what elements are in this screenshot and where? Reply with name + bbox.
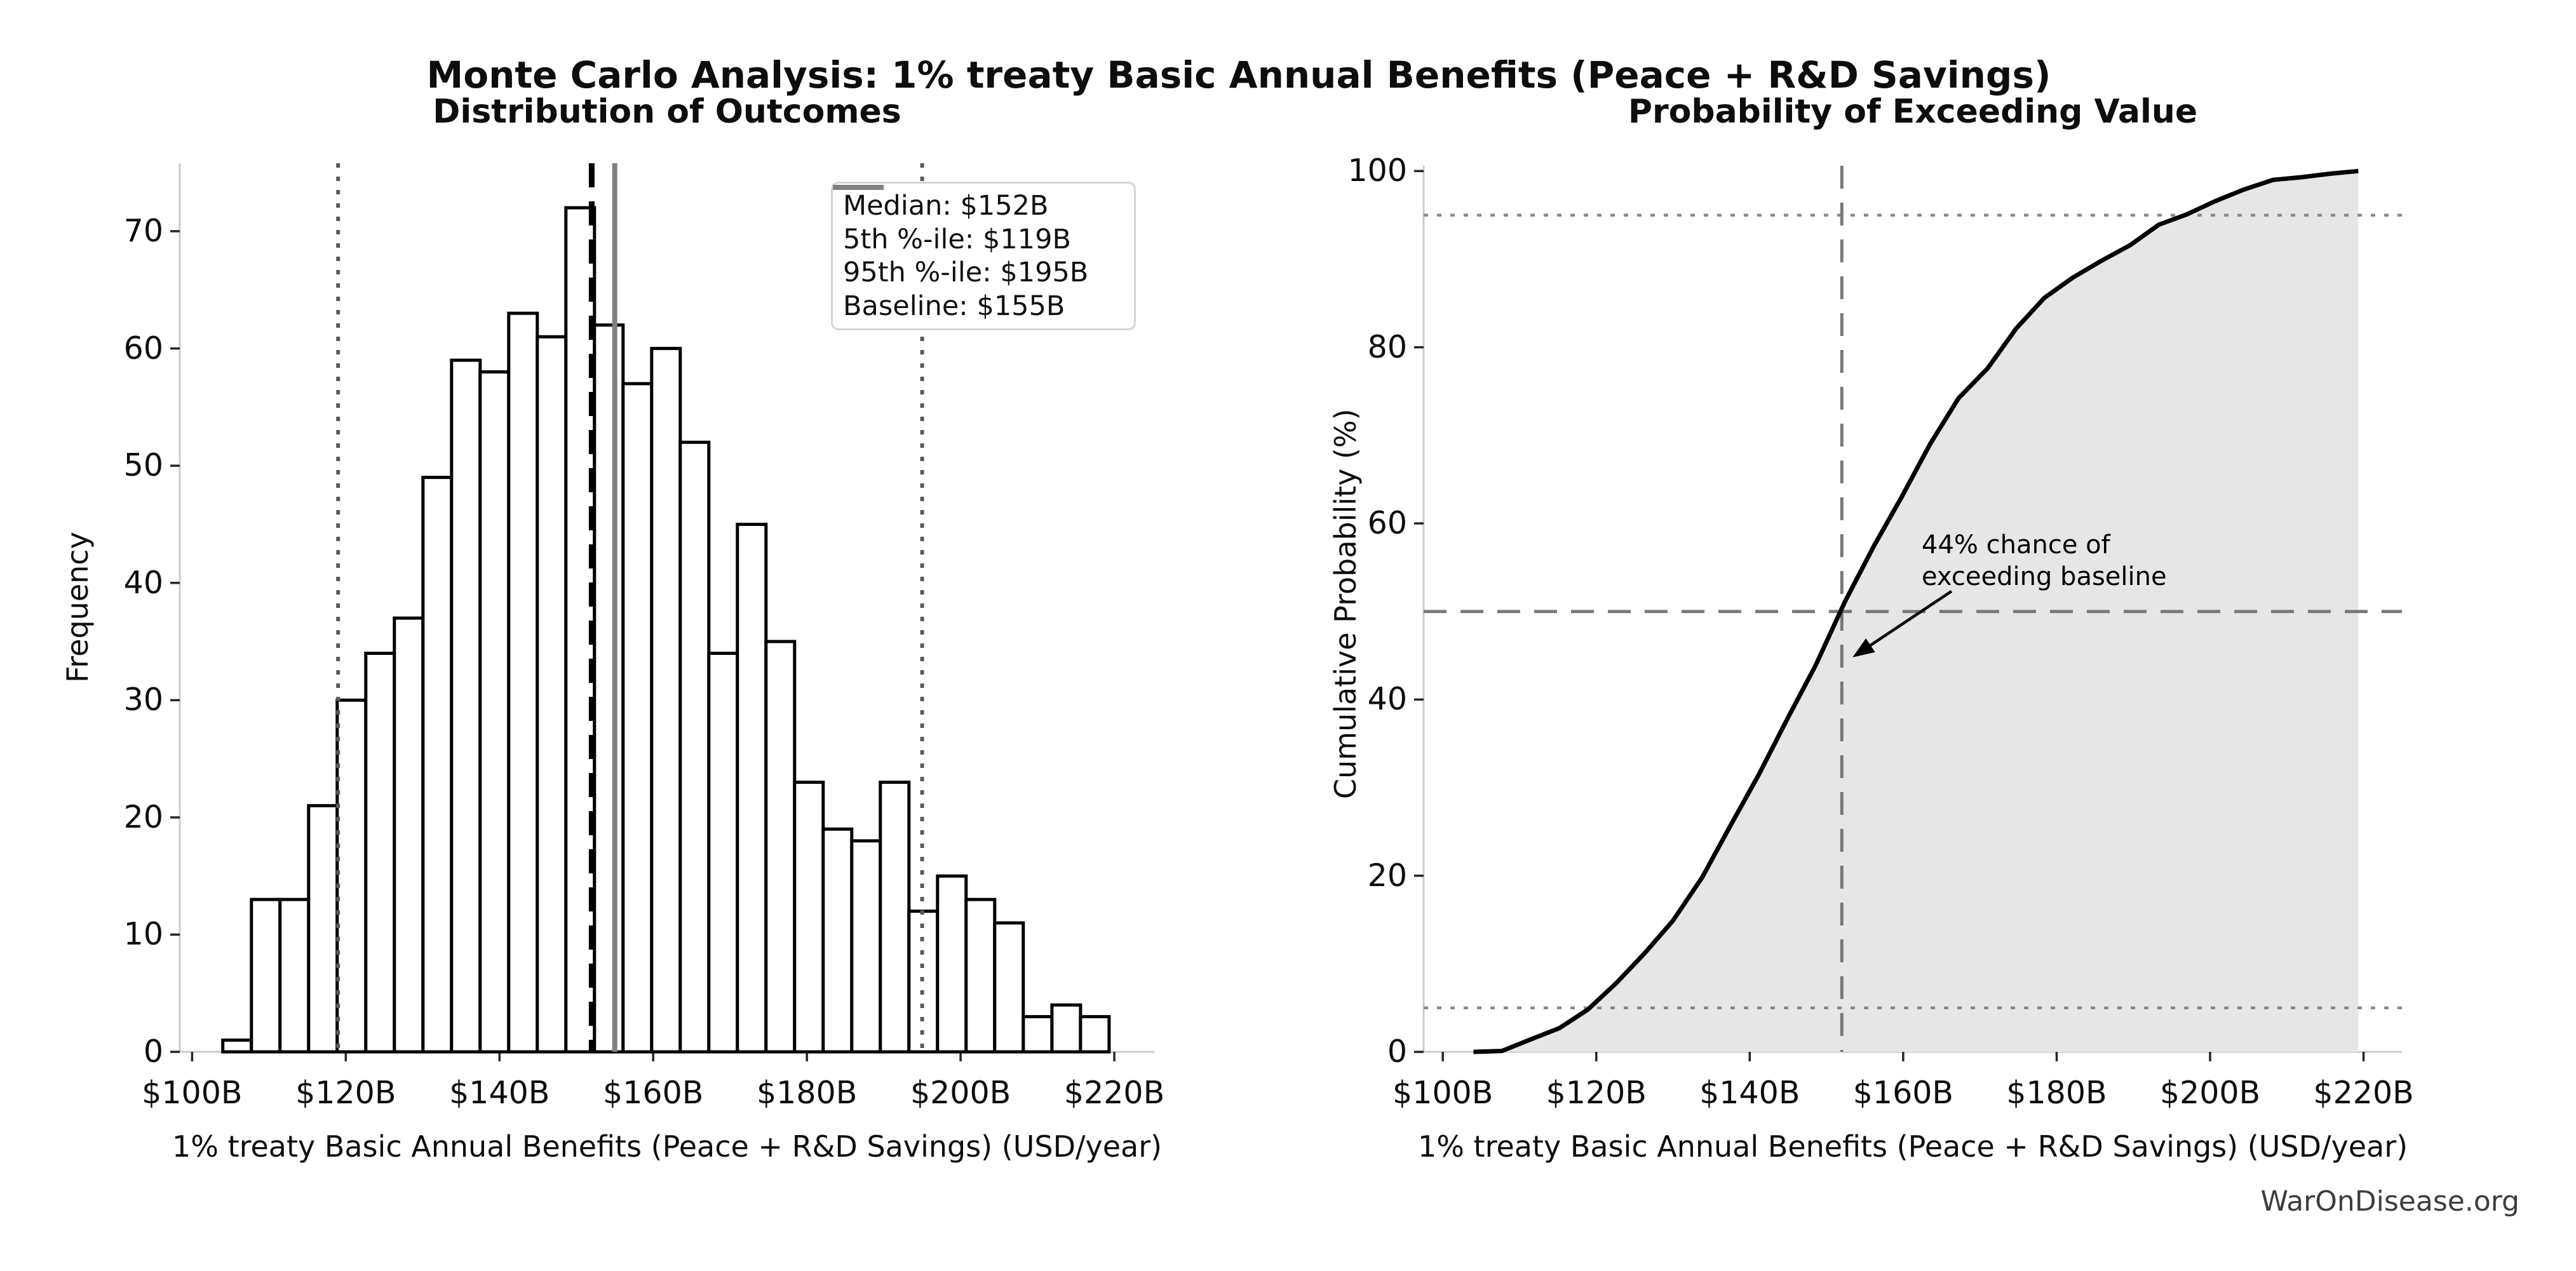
annotation-text-line-2: exceeding baseline <box>1922 562 2167 591</box>
histogram-bar <box>707 652 739 1054</box>
legend-box: Median: $152B 5th %-ile: $119B 95th %-ile:… <box>831 182 1136 330</box>
histogram-bar <box>678 440 711 1054</box>
histogram-bar <box>335 698 368 1054</box>
left-chart-title: Distribution of Outcomes <box>433 93 901 131</box>
histogram-bar <box>850 839 882 1054</box>
histogram-bar <box>478 370 511 1054</box>
y-tick-label: 0 <box>143 1033 163 1070</box>
x-tick-label: $200B <box>2159 1075 2261 1111</box>
histogram-bar <box>1079 1015 1111 1054</box>
y-tick-label: 0 <box>1387 1033 1407 1070</box>
legend-item-label: 95th %-ile: $195B <box>843 257 1089 289</box>
right-x-axis-label: 1% treaty Basic Annual Benefits (Peace +… <box>1417 1129 2408 1164</box>
x-tick-label: $200B <box>910 1075 1011 1111</box>
histogram-bar <box>936 874 968 1054</box>
x-tick-label: $140B <box>449 1075 550 1111</box>
y-tick-label: 60 <box>123 330 163 367</box>
figure-title: Monte Carlo Analysis: 1% treaty Basic An… <box>426 53 2051 97</box>
x-tick-label: $100B <box>142 1075 243 1111</box>
histogram-bar <box>364 652 396 1054</box>
histogram-bar <box>593 323 625 1054</box>
y-tick-label: 60 <box>1367 504 1407 541</box>
x-tick-label: $100B <box>1393 1075 1494 1111</box>
y-tick-label: 70 <box>123 213 163 250</box>
y-tick-label: 20 <box>1367 857 1407 894</box>
x-tick-label: $160B <box>603 1075 704 1111</box>
x-tick-label: $220B <box>1063 1075 1165 1111</box>
histogram-bar <box>450 358 482 1054</box>
y-tick-label: 30 <box>123 682 163 718</box>
right-chart-title: Probability of Exceeding Value <box>1628 93 2198 131</box>
legend-item: 5th %-ile: $119B <box>833 185 1124 255</box>
x-tick-label: $120B <box>1546 1075 1647 1111</box>
y-tick-label: 50 <box>123 447 163 484</box>
legend-item-label: Baseline: $155B <box>843 290 1065 322</box>
histogram-bar <box>421 476 454 1054</box>
right-y-axis-label: Cumulative Probability (%) <box>1328 408 1363 799</box>
histogram-bar <box>278 898 311 1054</box>
histogram-bar <box>250 898 282 1054</box>
y-tick-label: 40 <box>1367 681 1407 718</box>
histogram-bar <box>879 781 911 1054</box>
legend-item: Baseline: $155B <box>833 185 1124 322</box>
watermark: WarOnDisease.org <box>2260 1185 2519 1218</box>
annotation-text-line-1: 44% chance of <box>1922 530 2110 560</box>
histogram-bar <box>221 1039 253 1054</box>
histogram-bar <box>964 898 997 1054</box>
histogram-bar <box>793 781 825 1054</box>
x-tick-label: $220B <box>2313 1075 2414 1111</box>
x-tick-label: $180B <box>757 1075 858 1111</box>
histogram-bar <box>536 335 568 1054</box>
histogram-bar <box>1050 1003 1082 1054</box>
y-tick-label: 10 <box>123 916 163 953</box>
y-tick-label: 80 <box>1367 328 1407 365</box>
legend-item: 95th %-ile: $195B <box>833 185 1124 289</box>
y-tick-label: 100 <box>1347 152 1407 189</box>
histogram-bar <box>621 382 654 1054</box>
histogram-bar <box>650 347 682 1054</box>
x-tick-label: $160B <box>1852 1075 1954 1111</box>
histogram-bar <box>736 523 768 1054</box>
histogram-bar <box>507 311 539 1054</box>
histogram-bars <box>221 206 1111 1054</box>
x-tick-label: $140B <box>1699 1075 1800 1111</box>
histogram-bar <box>993 921 1025 1054</box>
histogram-bar <box>1022 1015 1054 1054</box>
histogram-bar <box>307 804 339 1054</box>
cdf-curve <box>1473 168 2359 1054</box>
histogram-bar <box>393 616 425 1054</box>
y-tick-label: 20 <box>123 798 163 835</box>
legend-item-label: Median: $152B <box>843 190 1049 222</box>
annotation-arrow <box>1852 589 1953 657</box>
x-tick-label: $120B <box>295 1075 396 1111</box>
histogram-bar <box>764 640 797 1054</box>
y-tick-label: 40 <box>123 564 163 601</box>
x-tick-label: $180B <box>2006 1075 2107 1111</box>
legend-item: Median: $152B <box>833 185 1124 222</box>
legend-sample-line <box>833 185 884 190</box>
left-x-axis-label: 1% treaty Basic Annual Benefits (Peace +… <box>172 1129 1163 1164</box>
histogram-bar <box>821 827 854 1054</box>
legend-item-label: 5th %-ile: $119B <box>843 223 1071 255</box>
